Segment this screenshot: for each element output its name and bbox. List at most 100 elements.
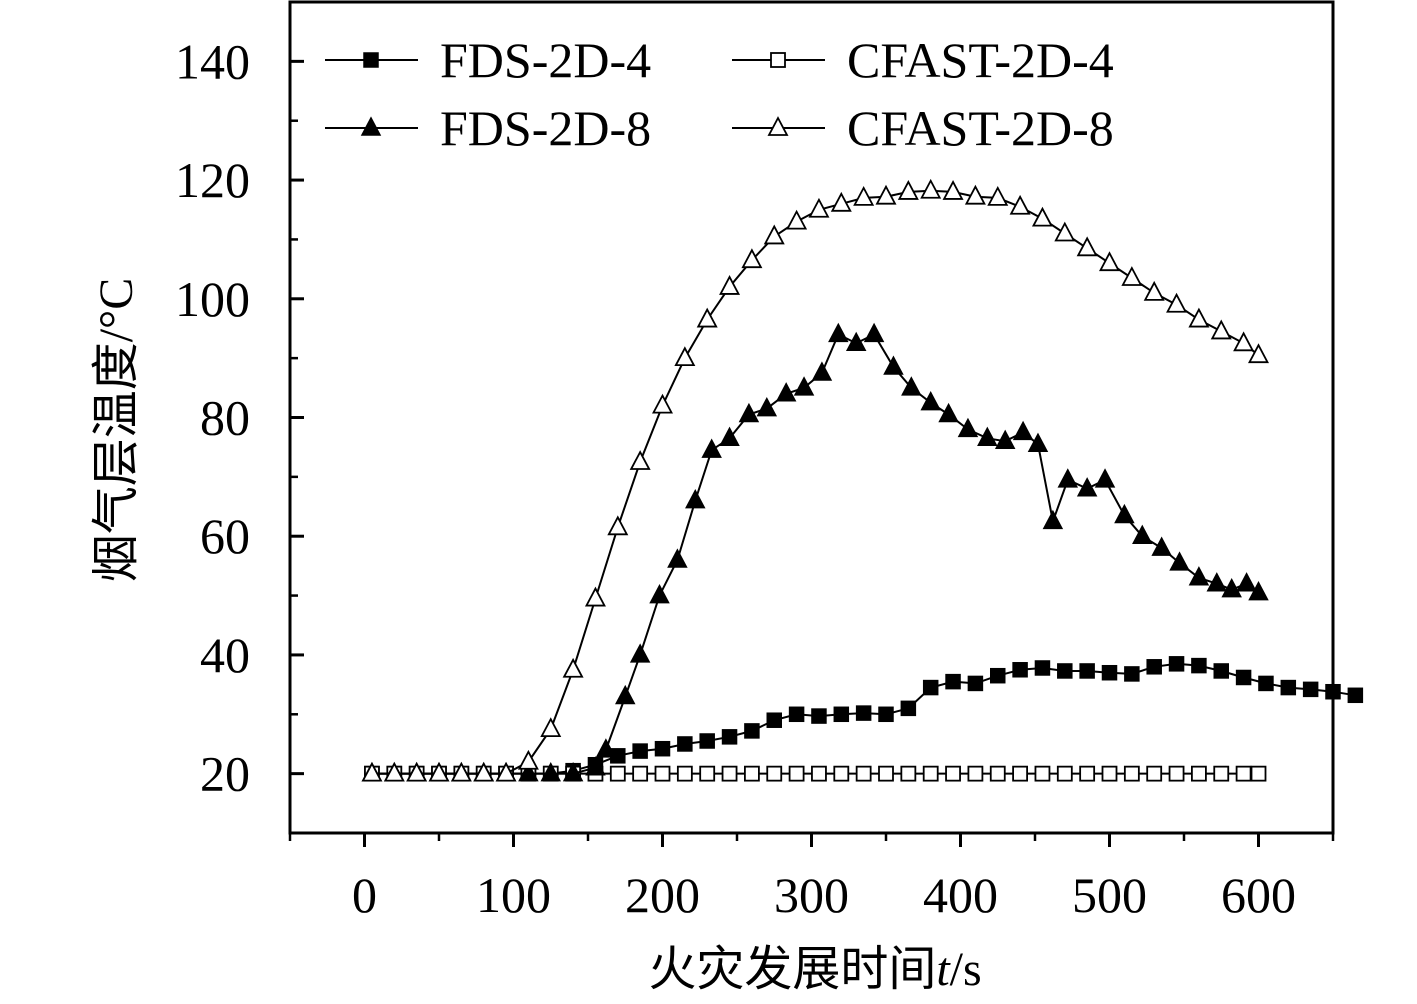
data-point (721, 729, 738, 745)
data-point (629, 643, 651, 663)
data-point (696, 307, 718, 328)
series-line (371, 333, 1260, 775)
data-point (1012, 420, 1034, 441)
data-point (920, 391, 941, 411)
data-point (674, 346, 696, 367)
data-point (987, 185, 1009, 206)
data-point (830, 191, 852, 212)
data-point (1114, 503, 1135, 524)
data-point (1143, 280, 1165, 301)
data-point (699, 765, 716, 782)
data-point (1042, 509, 1064, 530)
data-point (977, 426, 998, 447)
data-point (788, 765, 805, 782)
x-tick-label: 400 (923, 867, 998, 923)
data-point (1123, 765, 1140, 782)
data-point (1206, 572, 1228, 592)
data-point (654, 740, 671, 757)
data-point (562, 657, 584, 678)
legend-entry: FDS-2D-8 (325, 100, 651, 156)
legend-label: FDS-2D-4 (440, 32, 651, 88)
data-point (1302, 681, 1319, 698)
y-tick-label: 60 (200, 508, 250, 564)
data-point (875, 184, 897, 205)
data-point (677, 736, 693, 752)
data-point (1079, 663, 1095, 679)
data-point (1258, 675, 1274, 692)
data-point (721, 765, 738, 782)
data-point (540, 762, 561, 782)
data-point (1191, 657, 1207, 674)
data-point (786, 209, 808, 230)
data-point (632, 743, 648, 759)
x-axis-title-var: t (936, 943, 951, 996)
data-point (1347, 687, 1364, 704)
data-point (920, 178, 942, 199)
data-point (685, 488, 706, 509)
data-point (1079, 765, 1096, 782)
data-point (1057, 663, 1073, 679)
data-point (957, 417, 979, 438)
data-point (517, 749, 539, 770)
data-point (615, 684, 636, 705)
x-axis-title-unit: /s (950, 943, 982, 996)
legend-entry: FDS-2D-4 (325, 32, 651, 88)
data-point (676, 765, 693, 782)
data-point (1056, 765, 1073, 782)
data-point (383, 761, 405, 782)
data-point (1166, 292, 1188, 313)
legend-marker (360, 116, 382, 136)
series-layer (361, 178, 1364, 782)
data-point (1101, 664, 1118, 681)
data-point (1221, 578, 1242, 598)
data-point (863, 322, 885, 343)
data-point (595, 738, 617, 758)
data-point (1009, 194, 1031, 215)
data-point (945, 673, 961, 690)
data-point (1151, 536, 1172, 556)
data-point (1168, 765, 1185, 782)
data-point (744, 765, 760, 782)
data-point (901, 376, 922, 396)
data-point (1191, 765, 1207, 782)
data-point (1034, 660, 1051, 676)
data-point (1213, 663, 1229, 679)
data-point (1054, 221, 1076, 242)
data-point (518, 762, 539, 782)
data-point (897, 180, 919, 200)
data-point (1213, 765, 1230, 782)
data-point (1233, 331, 1255, 352)
x-tick-label: 200 (625, 867, 700, 923)
data-point (878, 765, 894, 782)
data-point (756, 396, 778, 417)
data-point (1099, 251, 1120, 272)
data-point (1188, 566, 1210, 586)
data-point (1235, 765, 1252, 782)
data-point (763, 224, 785, 245)
y-axis-title: 烟气层温度/°C (90, 278, 143, 583)
y-tick-label: 40 (200, 627, 250, 683)
legend-label: CFAST-2D-4 (847, 32, 1114, 88)
data-point (788, 706, 805, 723)
data-point (584, 586, 606, 607)
data-point (855, 705, 872, 721)
data-point (1280, 679, 1297, 696)
data-point (1101, 765, 1118, 782)
axes-layer: 20 40 60 80 100 120 140 0 100 200 300 400 500 600 (175, 33, 1335, 923)
data-point (922, 679, 939, 696)
x-tick-label: 600 (1221, 867, 1296, 923)
y-tick-label: 120 (175, 152, 250, 208)
data-point (719, 274, 741, 295)
x-tick-label: 100 (476, 867, 551, 923)
data-point (473, 761, 495, 782)
data-point (922, 765, 939, 782)
data-point (942, 180, 964, 200)
legend-marker (767, 116, 789, 136)
data-point (1250, 765, 1267, 782)
x-axis-title-text: 火灾发展时间 (648, 943, 936, 996)
series-cfast-2d-8 (361, 178, 1269, 782)
data-point (994, 429, 1016, 449)
data-point (878, 706, 894, 723)
legend-label: FDS-2D-8 (440, 100, 651, 156)
